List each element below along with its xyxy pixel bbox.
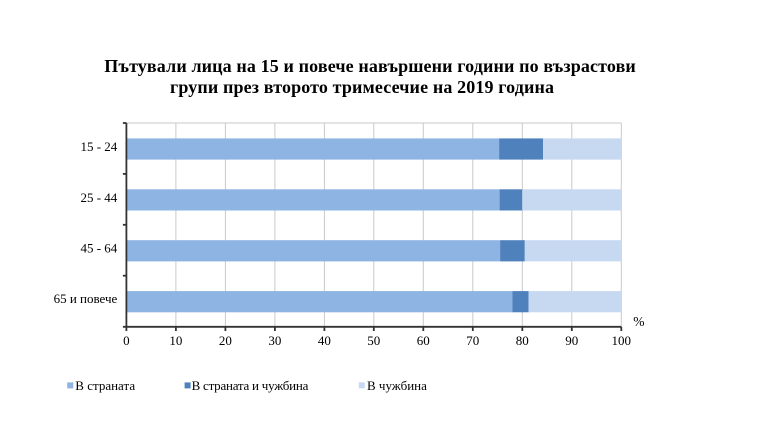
svg-text:В страната: В страната [75, 378, 135, 393]
svg-text:25 - 44: 25 - 44 [80, 190, 117, 205]
svg-text:Пътували лица на 15 и повече н: Пътували лица на 15 и повече навършени г… [104, 56, 636, 76]
svg-text:80: 80 [516, 333, 529, 348]
svg-text:В страната и чужбина: В страната и чужбина [192, 378, 309, 393]
svg-text:60: 60 [417, 333, 430, 348]
svg-text:30: 30 [268, 333, 281, 348]
svg-text:45 - 64: 45 - 64 [80, 241, 117, 256]
svg-text:90: 90 [565, 333, 578, 348]
svg-text:50: 50 [367, 333, 380, 348]
svg-text:70: 70 [466, 333, 479, 348]
svg-text:65 и повече: 65 и повече [54, 291, 118, 306]
svg-text:0: 0 [123, 333, 130, 348]
svg-text:%: % [633, 314, 644, 329]
svg-text:групи през второто тримесечие: групи през второто тримесечие на 2019 го… [170, 77, 554, 97]
svg-text:100: 100 [612, 333, 632, 348]
svg-text:40: 40 [318, 333, 331, 348]
svg-text:10: 10 [169, 333, 182, 348]
svg-text:15 - 24: 15 - 24 [80, 139, 117, 154]
svg-text:В чужбина: В чужбина [367, 378, 427, 393]
svg-text:20: 20 [219, 333, 232, 348]
